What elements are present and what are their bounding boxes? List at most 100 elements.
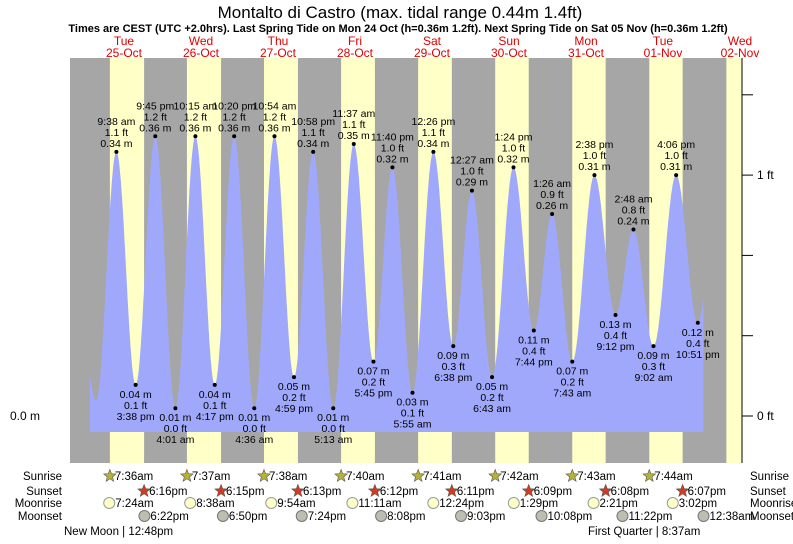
low-tide-mark: 0.07 m0.2 ft7:43 am: [553, 359, 591, 400]
high-tide-mark: 10:20 pm1.2 ft0.36 m: [212, 100, 256, 139]
tide-ft-label: 0.8 ft: [622, 205, 645, 217]
tide-m-label: 0.32 m: [376, 153, 408, 165]
sunset-time: 6:16pm: [149, 486, 187, 498]
tide-time-label: 4:01 am: [156, 434, 194, 446]
tide-ft-label: 1.1 ft: [342, 119, 365, 131]
tide-point: [252, 406, 257, 411]
sunrise-icon: [180, 468, 194, 482]
high-tide-mark: 2:38 pm1.0 ft0.31 m: [575, 139, 614, 178]
high-tide-mark: 11:40 pm1.0 ft0.32 m: [371, 131, 414, 170]
tide-time-label: 9:45 pm: [136, 100, 174, 112]
moonset-icon: [138, 510, 151, 522]
high-tide-mark: 10:15 am1.2 ft0.36 m: [173, 100, 218, 139]
tide-ft-label: 1.0 ft: [502, 142, 525, 154]
sunset-icon: [291, 483, 305, 497]
low-tide-mark: 0.04 m0.1 ft4:17 pm: [196, 382, 234, 423]
sunrise-time: 7:42am: [500, 471, 538, 483]
day-weekday-label: Wed: [189, 34, 213, 48]
tide-ft-label: 1.0 ft: [583, 150, 606, 162]
tide-time-label: 5:45 pm: [354, 388, 392, 400]
tide-time-label: 7:43 am: [553, 388, 591, 400]
sunset-icon: [675, 483, 690, 497]
tide-m-label: 0.29 m: [456, 177, 488, 189]
high-tide-mark: 10:54 am1.2 ft0.36 m: [253, 100, 297, 139]
tide-ft-label: 0.1 ft: [401, 408, 424, 420]
tide-ft-label: 0.4 ft: [686, 338, 709, 350]
moonset-icon: [375, 510, 388, 522]
moonrise-icon: [265, 497, 278, 509]
low-tide-mark: 0.05 m0.2 ft4:59 pm: [275, 375, 313, 415]
tide-m-label: 0.36 m: [258, 122, 290, 134]
tide-m-label: 0.26 m: [536, 200, 568, 212]
sunrise-icon: [257, 468, 271, 482]
tide-point: [490, 375, 495, 380]
tide-m-label: 0.36 m: [218, 122, 250, 134]
tide-m-label: 0.12 m: [682, 327, 714, 339]
tide-time-label: 10:20 pm: [212, 100, 256, 112]
moonrise-icon: [346, 497, 359, 509]
tide-point: [291, 375, 296, 380]
moonset-icon: [455, 510, 468, 522]
low-tide-mark: 0.09 m0.3 ft6:38 pm: [434, 344, 472, 384]
tide-point: [550, 211, 555, 216]
tide-time-label: 11:37 am: [332, 108, 375, 120]
tide-m-label: 0.04 m: [120, 389, 152, 401]
tide-time-label: 10:58 pm: [291, 116, 335, 128]
tide-time-label: 6:38 pm: [434, 372, 472, 384]
sunset-icon: [598, 483, 613, 497]
day-date-label: 01-Nov: [644, 46, 683, 60]
tide-m-label: 0.05 m: [278, 381, 310, 393]
tide-time-label: 10:54 am: [253, 100, 297, 112]
tide-point: [631, 227, 636, 232]
tide-ft-label: 1.2 ft: [222, 111, 245, 123]
daylight-band: [726, 58, 742, 463]
tide-m-label: 0.01 m: [317, 412, 349, 424]
high-tide-mark: 4:06 pm1.0 ft0.31 m: [657, 139, 695, 178]
sunset-time: 6:12pm: [380, 486, 418, 498]
sunrise-icon: [488, 468, 503, 482]
tide-ft-label: 1.2 ft: [263, 111, 286, 123]
day-weekday-label: Sat: [423, 34, 442, 48]
moon-phase-label: New Moon | 12:48pm: [64, 526, 173, 538]
sunset-icon: [521, 483, 536, 497]
chart-subtitle: Times are CEST (UTC +2.0hrs). Last Sprin…: [68, 23, 728, 35]
moonset-icon: [535, 510, 548, 522]
low-tide-mark: 0.01 m0.0 ft4:36 am: [235, 406, 273, 446]
tide-point: [469, 188, 474, 193]
day-weekday-label: Mon: [574, 34, 597, 48]
axes: 0.0 m 0 ft 1 ft: [10, 168, 774, 423]
tide-point: [212, 382, 217, 387]
tide-ft-label: 0.0 ft: [322, 423, 345, 435]
tide-ft-label: 0.2 ft: [480, 392, 503, 404]
sunrise-time: 7:36am: [115, 471, 153, 483]
tide-time-label: 9:12 pm: [597, 341, 635, 353]
tide-m-label: 0.34 m: [417, 138, 449, 150]
high-tide-mark: 1:24 pm1.0 ft0.32 m: [495, 131, 533, 170]
day-weekday-label: Fri: [348, 34, 362, 48]
tide-ft-label: 0.3 ft: [642, 361, 665, 373]
high-tide-mark: 11:37 am1.1 ft0.35 m: [332, 108, 376, 147]
tide-point: [431, 149, 436, 154]
moonrise-time: 8:38am: [196, 498, 234, 510]
tide-ft-label: 0.3 ft: [442, 361, 465, 373]
day-date-label: 28-Oct: [337, 46, 374, 60]
moonrise-time: 7:24am: [115, 498, 153, 510]
tide-ft-label: 1.0 ft: [664, 150, 687, 162]
sunrise-time: 7:40am: [346, 471, 384, 483]
tide-m-label: 0.11 m: [518, 335, 550, 347]
tide-time-label: 12:27 am: [450, 155, 494, 167]
tide-point: [674, 173, 679, 178]
moon-phase-label: First Quarter | 8:37am: [588, 526, 700, 538]
tide-m-label: 0.34 m: [100, 138, 132, 150]
sunrise-time: 7:43am: [577, 471, 615, 483]
day-weekday-label: Tue: [114, 34, 135, 48]
tide-m-label: 0.24 m: [617, 216, 649, 228]
tide-point: [695, 320, 700, 325]
tide-point: [511, 165, 516, 170]
tide-time-label: 4:06 pm: [657, 139, 695, 151]
left-axis-zero-label: 0.0 m: [10, 409, 40, 423]
high-tide-mark: 1:26 am0.9 ft0.26 m: [533, 178, 571, 216]
tide-ft-label: 1.2 ft: [184, 111, 207, 123]
low-tide-mark: 0.07 m0.2 ft5:45 pm: [354, 359, 393, 400]
high-tide-mark: 9:38 am1.1 ft0.34 m: [97, 116, 136, 154]
